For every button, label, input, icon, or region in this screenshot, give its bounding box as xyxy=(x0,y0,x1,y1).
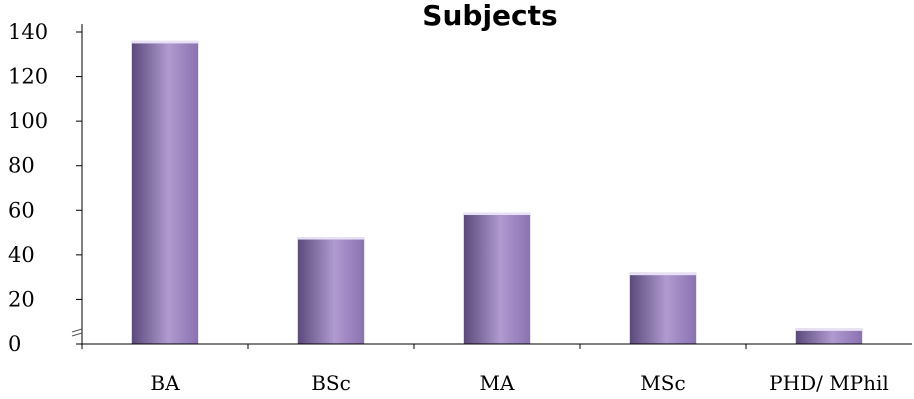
bar-top-highlight xyxy=(463,212,531,216)
bar-ba xyxy=(131,40,199,345)
y-tick-label: 140 xyxy=(8,20,48,44)
y-tick-label: 120 xyxy=(8,65,48,89)
axis-break-mark xyxy=(71,332,83,337)
x-tick-label: BSc xyxy=(311,371,351,395)
bar-msc xyxy=(629,272,697,344)
y-tick-label: 40 xyxy=(8,243,35,267)
y-tick-label: 20 xyxy=(8,287,35,311)
y-tick-label: 0 xyxy=(8,332,21,356)
bar-phd-mphil xyxy=(795,328,863,344)
x-tick-label: MA xyxy=(480,371,515,395)
bar-top-highlight xyxy=(297,237,365,240)
axis-break-mark xyxy=(71,328,83,333)
x-tick-label: MSc xyxy=(640,371,685,395)
x-tick-label: PHD/ MPhil xyxy=(769,371,889,395)
bars-group xyxy=(131,40,863,345)
y-tick-label: 100 xyxy=(8,109,48,133)
bar-top-highlight xyxy=(795,328,863,331)
chart-title: Subjects xyxy=(422,0,557,32)
bar-ma xyxy=(463,212,531,344)
x-tick-label: BA xyxy=(150,371,180,395)
bar-top-highlight xyxy=(131,40,199,44)
x-axis: BA BSc MA MSc PHD/ MPhil xyxy=(81,343,912,395)
y-axis: 0 20 40 60 80 100 120 140 xyxy=(8,20,83,356)
bar-bsc xyxy=(297,237,365,344)
y-tick-label: 60 xyxy=(8,198,35,222)
y-tick-label: 80 xyxy=(8,154,35,178)
bar-top-highlight xyxy=(629,272,697,276)
